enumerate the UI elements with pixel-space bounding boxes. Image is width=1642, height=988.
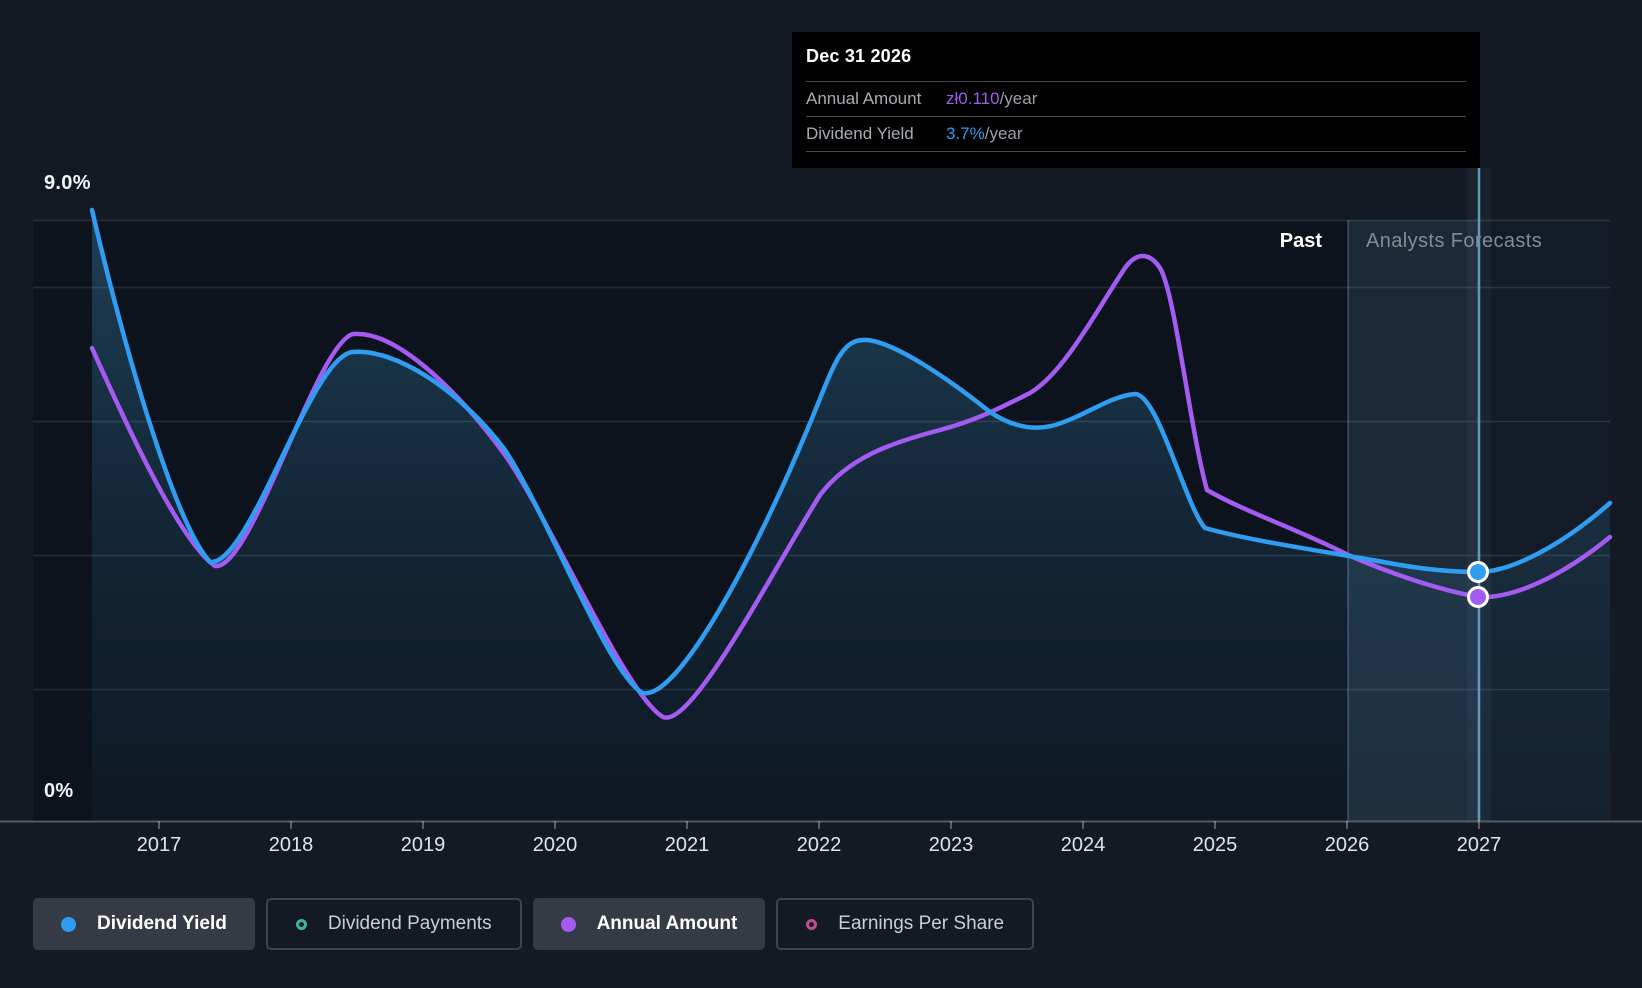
- dividend-yield-marker: [1467, 561, 1489, 583]
- x-axis-year-2020: 2020: [532, 834, 578, 856]
- legend-pill-dividend-yield[interactable]: Dividend Yield: [33, 898, 255, 950]
- legend-pill-annual-amount[interactable]: Annual Amount: [532, 898, 766, 950]
- legend-dot-icon: [560, 916, 576, 932]
- legend-pill-dividend-payments[interactable]: Dividend Payments: [265, 898, 522, 950]
- tooltip-row-0: Annual Amount zł0.110/year: [806, 81, 1466, 116]
- x-axis-year-2021: 2021: [664, 834, 710, 856]
- legend-dot-icon: [61, 916, 76, 932]
- dividend-yield-line[interactable]: [89, 207, 1613, 696]
- tooltip-date: Dec 31 2026: [806, 46, 912, 66]
- tooltip-row-suffix: /year: [999, 89, 1038, 108]
- chart-legend: Dividend Yield Dividend Payments Annual Am…: [33, 898, 1035, 950]
- x-axis-year-2024: 2024: [1060, 834, 1106, 856]
- annual-amount-marker: [1467, 586, 1489, 608]
- x-axis-year-2023: 2023: [928, 834, 974, 856]
- tooltip-row-value: 3.7%: [946, 124, 985, 143]
- legend-pill-earnings-per-share[interactable]: Earnings Per Share: [776, 898, 1035, 950]
- legend-label: Earnings Per Share: [838, 913, 1005, 934]
- forecast-highlight-band: [1348, 220, 1479, 821]
- x-axis-year-2018: 2018: [268, 834, 314, 856]
- forecast-region-label: Analysts Forecasts: [1366, 230, 1543, 252]
- x-axis-year-2025: 2025: [1192, 834, 1238, 856]
- x-axis-year-2026: 2026: [1324, 834, 1370, 856]
- x-axis-year-2019: 2019: [400, 834, 446, 856]
- tooltip-row-value: zł0.110: [946, 89, 1000, 108]
- legend-dot-icon: [806, 918, 818, 930]
- y-axis-max-label: 9.0%: [44, 172, 91, 194]
- x-axis-year-2017: 2017: [136, 834, 182, 856]
- legend-dot-icon: [295, 918, 307, 930]
- legend-label: Dividend Payments: [327, 913, 492, 934]
- annual-amount-line[interactable]: [89, 253, 1613, 720]
- hover-tooltip: Dec 31 2026 Annual Amount zł0.110/year Div…: [792, 32, 1480, 168]
- tooltip-row-1: Dividend Yield 3.7%/year: [806, 116, 1466, 152]
- x-axis-ticks: [158, 821, 1480, 829]
- dividend-yield-area: [92, 210, 1610, 821]
- legend-label: Dividend Yield: [97, 913, 227, 934]
- tooltip-rows: Annual Amount zł0.110/year Dividend Yield 3…: [806, 81, 1466, 152]
- past-region-label: Past: [1279, 230, 1322, 252]
- legend-label: Annual Amount: [596, 913, 738, 934]
- x-axis-year-2022: 2022: [796, 834, 842, 856]
- x-axis-year-2027: 2027: [1456, 834, 1502, 856]
- tooltip-row-label: Dividend Yield: [806, 124, 914, 143]
- tooltip-row-label: Annual Amount: [806, 89, 922, 108]
- y-axis-min-label: 0%: [44, 780, 74, 802]
- tooltip-row-suffix: /year: [984, 124, 1023, 143]
